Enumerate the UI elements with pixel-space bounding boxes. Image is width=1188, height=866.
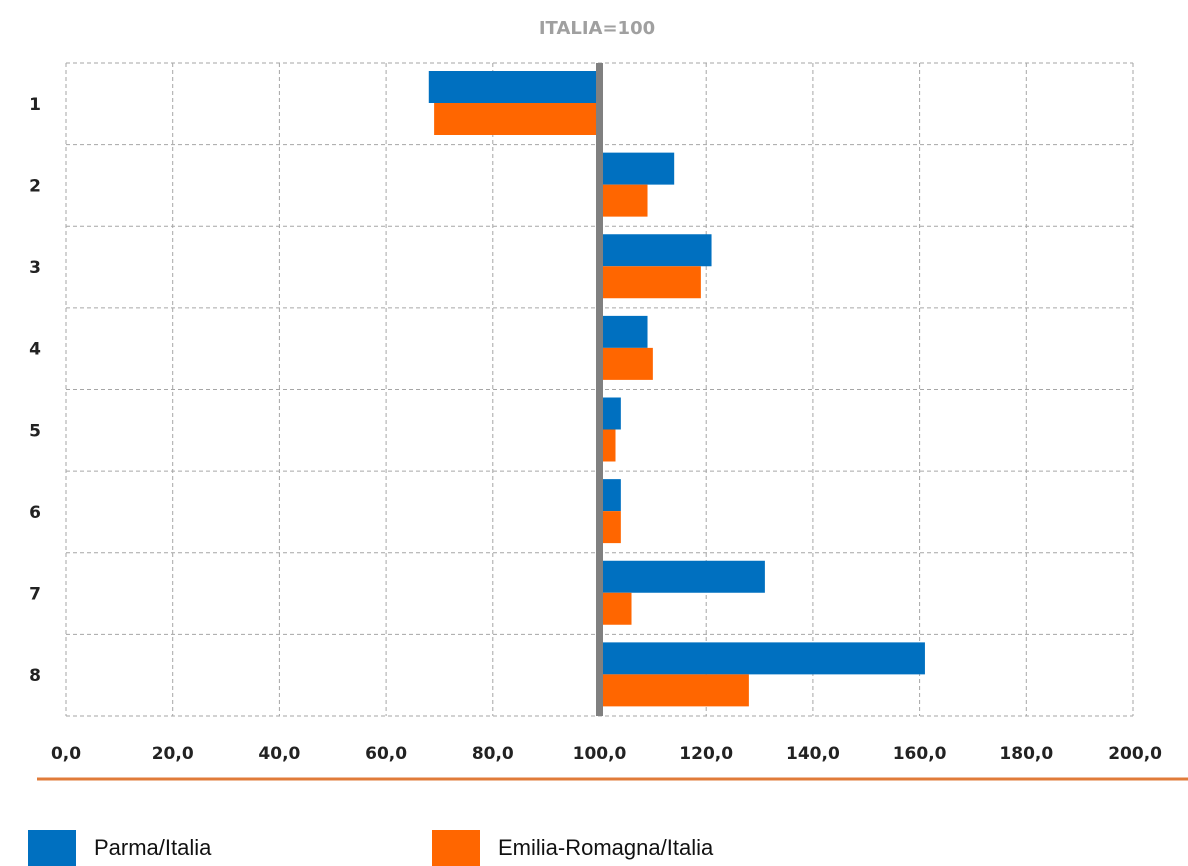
bar-parma-1 bbox=[428, 71, 600, 103]
x-tick-label: 120,0 bbox=[679, 744, 733, 764]
x-tick-label: 40,0 bbox=[258, 744, 300, 764]
bar-parma-5 bbox=[599, 397, 621, 430]
category-label: 8 bbox=[29, 666, 41, 686]
chart-title: ITALIA=100 bbox=[539, 18, 655, 39]
category-labels: 1 2 3 4 5 6 7 8 bbox=[29, 95, 41, 686]
x-tick-label: 20,0 bbox=[152, 744, 194, 764]
x-tick-labels: 0,0 20,0 40,0 60,0 80,0 100,0 120,0 140,0 160,0 1… bbox=[51, 744, 1162, 764]
bar-parma-6 bbox=[599, 479, 621, 512]
bars bbox=[428, 71, 925, 707]
bar-emilia-romagna-2 bbox=[599, 184, 648, 217]
x-tick-label: 200,0 bbox=[1108, 744, 1162, 764]
bar-emilia-romagna-1 bbox=[434, 103, 600, 135]
bar-emilia-romagna-7 bbox=[599, 592, 632, 625]
bar-parma-4 bbox=[599, 315, 648, 348]
category-label: 6 bbox=[29, 503, 41, 523]
bar-emilia-romagna-3 bbox=[599, 266, 701, 299]
x-tick-label: 80,0 bbox=[472, 744, 514, 764]
x-tick-label: 0,0 bbox=[51, 744, 81, 764]
bar-parma-7 bbox=[599, 560, 765, 593]
category-label: 5 bbox=[29, 421, 41, 441]
legend-swatch-parma bbox=[28, 830, 76, 866]
bar-emilia-romagna-6 bbox=[599, 511, 621, 544]
x-tick-label: 100,0 bbox=[573, 744, 627, 764]
legend-item-emilia-romagna: Emilia-Romagna/Italia bbox=[432, 830, 713, 866]
category-label: 2 bbox=[29, 176, 41, 196]
legend-swatch-emilia-romagna bbox=[432, 830, 480, 866]
bar-emilia-romagna-4 bbox=[599, 347, 653, 380]
bar-parma-8 bbox=[599, 642, 925, 675]
x-tick-label: 180,0 bbox=[999, 744, 1053, 764]
bar-parma-3 bbox=[599, 234, 712, 267]
category-label: 1 bbox=[29, 95, 41, 115]
bar-emilia-romagna-8 bbox=[599, 674, 749, 707]
bar-chart: ITALIA=100 1 2 3 4 5 6 7 8 0,0 20,0 40,0 60,0 80,0 1… bbox=[29, 18, 1188, 781]
bar-parma-2 bbox=[599, 152, 675, 185]
bar-emilia-romagna-5 bbox=[599, 429, 616, 462]
legend-item-parma: Parma/Italia bbox=[28, 830, 211, 866]
x-tick-label: 60,0 bbox=[365, 744, 407, 764]
legend-label-emilia-romagna: Emilia-Romagna/Italia bbox=[498, 835, 714, 860]
legend-label-parma: Parma/Italia bbox=[94, 835, 212, 860]
category-label: 4 bbox=[29, 340, 41, 360]
legend: Parma/Italia Emilia-Romagna/Italia bbox=[0, 830, 1188, 866]
category-label: 3 bbox=[29, 258, 41, 278]
category-label: 7 bbox=[29, 585, 41, 605]
x-tick-label: 140,0 bbox=[786, 744, 840, 764]
x-tick-label: 160,0 bbox=[893, 744, 947, 764]
